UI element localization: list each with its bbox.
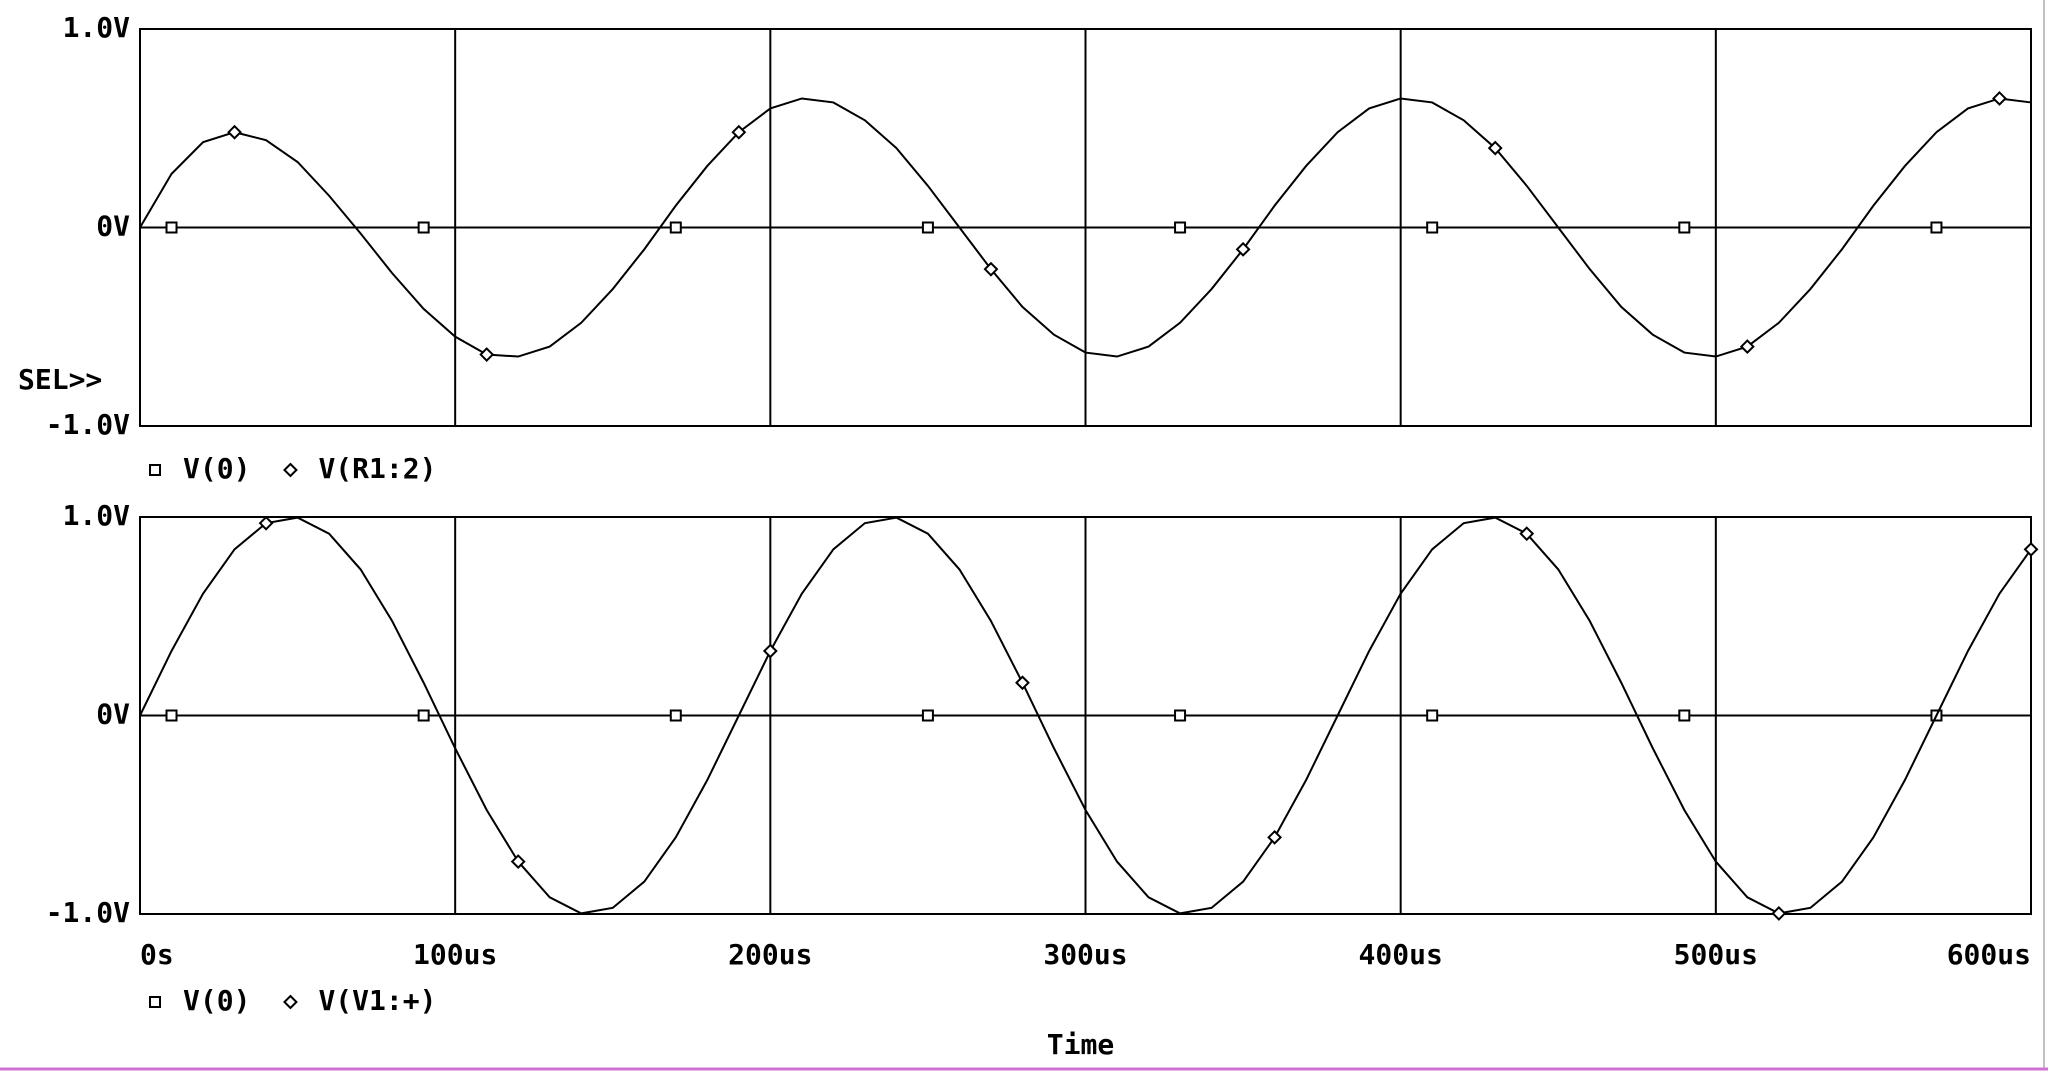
legend-label: V(0) (183, 984, 250, 1017)
series-marker (1678, 709, 1691, 722)
y-tick-label: 0V (96, 698, 130, 731)
legend-label: V(V1:+) (318, 984, 436, 1017)
series-marker (1174, 221, 1187, 234)
series-marker (1426, 221, 1439, 234)
legend-label: V(0) (183, 452, 250, 485)
legend-marker (283, 462, 298, 478)
series-line (139, 516, 2032, 915)
legend-marker (149, 996, 161, 1008)
series-marker (1771, 905, 1787, 921)
series-marker (1235, 241, 1251, 257)
series-marker (417, 221, 430, 234)
x-tick-label: 100us (413, 938, 497, 971)
series-marker (1174, 709, 1187, 722)
series-marker (669, 709, 682, 722)
series-marker (165, 709, 178, 722)
series-marker (1930, 221, 1943, 234)
series-marker (165, 221, 178, 234)
x-tick-label: 500us (1674, 938, 1758, 971)
y-tick-label: 0V (96, 210, 130, 243)
series-marker (921, 709, 934, 722)
series-marker (2023, 541, 2039, 557)
x-tick-label: 600us (1947, 938, 2031, 971)
y-tick-label: 1.0V (63, 11, 131, 44)
annotation: SEL>> (18, 363, 102, 396)
series-marker (510, 854, 526, 870)
series-marker (762, 643, 778, 659)
series-marker (479, 347, 495, 362)
x-tick-label: 0s (140, 938, 174, 971)
y-tick-label: 1.0V (63, 499, 131, 532)
x-tick-label: 400us (1359, 938, 1443, 971)
y-tick-label: -1.0V (46, 408, 130, 441)
series-marker (1487, 140, 1503, 156)
series-marker (1739, 339, 1755, 355)
y-tick-label: -1.0V (46, 896, 130, 929)
x-tick-label: 200us (728, 938, 812, 971)
series-marker (983, 261, 999, 277)
series-marker (921, 221, 934, 234)
series-marker (1267, 829, 1283, 845)
series-marker (227, 124, 242, 140)
series-marker (731, 124, 747, 140)
legend-marker (283, 994, 298, 1010)
x-axis-label: Time (1047, 1028, 1114, 1061)
series-marker (1519, 526, 1535, 542)
series-marker (669, 221, 682, 234)
legend-label: V(R1:2) (318, 452, 436, 485)
series-marker (1678, 221, 1691, 234)
series-marker (258, 515, 274, 531)
series-line (139, 97, 2032, 358)
series-marker (1992, 91, 2007, 106)
series-marker (1015, 675, 1030, 691)
series-marker (417, 709, 430, 722)
series-marker (1426, 709, 1439, 722)
legend-marker (149, 464, 161, 476)
x-tick-label: 300us (1043, 938, 1127, 971)
